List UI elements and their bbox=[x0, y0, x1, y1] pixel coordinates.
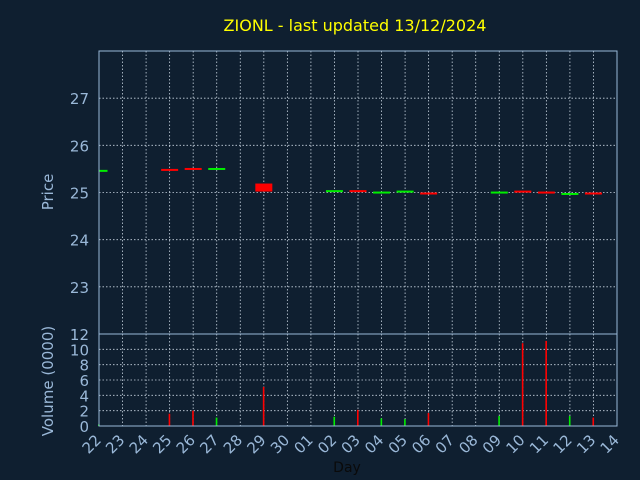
volume-tick-label: 6 bbox=[79, 372, 89, 390]
volume-bar-26 bbox=[192, 410, 194, 426]
candle-06 bbox=[420, 192, 438, 195]
candle-12 bbox=[561, 192, 579, 195]
volume-bar-11 bbox=[545, 340, 547, 426]
volume-bar-27 bbox=[215, 417, 218, 426]
candle-29 bbox=[255, 183, 273, 192]
price-candles bbox=[99, 167, 602, 195]
candle-05 bbox=[396, 190, 414, 193]
volume-axis-label: Volume (0000) bbox=[39, 326, 57, 436]
candle-25 bbox=[161, 168, 179, 171]
volume-tick-label: 12 bbox=[70, 326, 89, 344]
volume-bar-09 bbox=[498, 416, 500, 426]
candle-11 bbox=[537, 191, 555, 194]
volume-tick-label: 2 bbox=[79, 403, 89, 421]
volume-bar-29 bbox=[262, 386, 265, 426]
volume-plot-frame bbox=[98, 333, 618, 427]
x-tick-labels: 2223242526272829300102030405060708091011… bbox=[79, 431, 623, 457]
candle-10 bbox=[514, 190, 532, 193]
x-axis-label: Day bbox=[333, 460, 361, 476]
volume-bar-25 bbox=[168, 413, 171, 426]
candle-26 bbox=[184, 167, 202, 170]
candle-03 bbox=[349, 190, 367, 193]
volume-bar-06 bbox=[427, 412, 430, 426]
volume-tick-label: 8 bbox=[79, 357, 89, 375]
candle-22 bbox=[99, 169, 108, 172]
volume-tick-label: 4 bbox=[79, 387, 89, 405]
volume-bar-05 bbox=[404, 419, 406, 426]
candle-04 bbox=[373, 191, 391, 194]
volume-tick-label: 0 bbox=[79, 418, 89, 436]
price-tick-label: 26 bbox=[70, 137, 89, 155]
chart-title: ZIONL - last updated 13/12/2024 bbox=[224, 16, 487, 35]
price-tick-label: 24 bbox=[70, 232, 89, 250]
candle-09 bbox=[490, 191, 508, 194]
volume-bar-10 bbox=[521, 343, 524, 426]
candle-27 bbox=[208, 167, 226, 170]
price-tick-label: 25 bbox=[70, 185, 89, 203]
price-tick-labels: 23 24 25 26 27 bbox=[70, 90, 89, 297]
price-tick-label: 27 bbox=[70, 90, 89, 108]
volume-bar-03 bbox=[357, 409, 359, 426]
volume-bar-12 bbox=[568, 416, 571, 426]
volume-tick-label: 10 bbox=[70, 341, 89, 359]
candle-13 bbox=[584, 192, 602, 195]
candle-02 bbox=[325, 190, 343, 193]
price-tick-label: 23 bbox=[70, 279, 89, 297]
volume-bar-02 bbox=[333, 416, 336, 426]
volume-bar-13 bbox=[592, 417, 595, 426]
price-axis-label: Price bbox=[39, 174, 57, 211]
volume-bar-04 bbox=[380, 418, 383, 426]
